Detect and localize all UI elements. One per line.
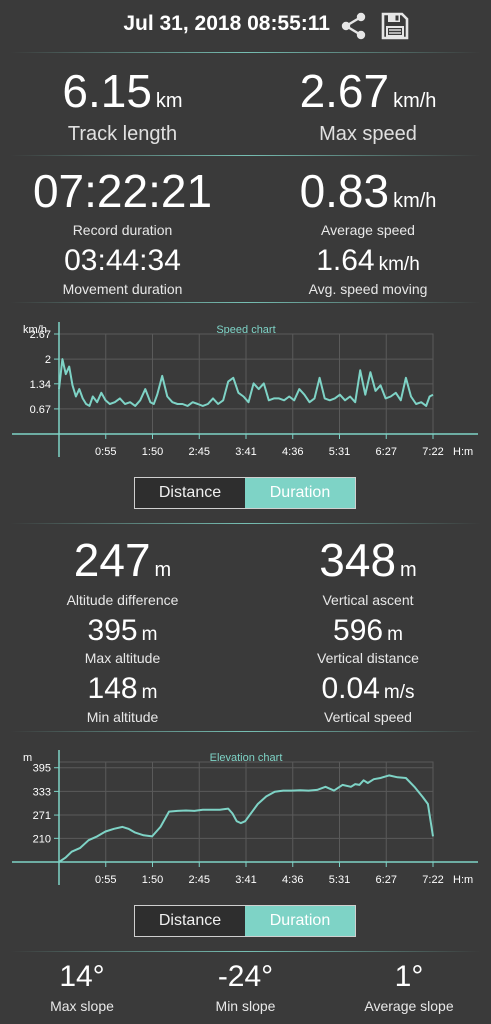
track-length-value: 6.15 km xyxy=(62,65,183,117)
chart-title: Speed chart xyxy=(216,324,275,336)
avg-speed-moving-label: Avg. speed moving xyxy=(308,281,428,297)
divider xyxy=(10,302,481,303)
record-duration-value: 07:22:21 xyxy=(32,165,213,217)
y-tick-label: 210 xyxy=(33,833,51,845)
y-tick-label: 395 xyxy=(33,763,51,775)
min-slope-value: -24° xyxy=(217,960,274,993)
vertical-ascent-value: 348 m xyxy=(319,534,417,586)
x-tick-label: 2:45 xyxy=(189,446,210,458)
y-tick-label: 271 xyxy=(33,810,51,822)
x-axis-label: H:m xyxy=(453,874,473,886)
vertical-distance-label: Vertical distance xyxy=(317,650,419,666)
y-tick-label: 2.67 xyxy=(30,329,51,341)
x-tick-label: 4:36 xyxy=(282,874,303,886)
save-icon[interactable] xyxy=(380,11,410,41)
record-duration-label: Record duration xyxy=(72,222,173,238)
x-tick-label: 6:27 xyxy=(376,874,397,886)
elevation-duration-button[interactable]: Duration xyxy=(245,906,355,936)
speed-chart-axis-toggle: Distance Duration xyxy=(134,477,356,509)
speed-chart[interactable]: Speed chart km/h 0:55 1:50 2:45 3:41 4:36 5:31 6… xyxy=(0,312,491,462)
average-speed-value: 0.83 km/h xyxy=(299,165,437,217)
share-icon[interactable] xyxy=(339,11,369,41)
movement-duration-label: Movement duration xyxy=(62,281,183,297)
x-tick-label: 2:45 xyxy=(189,874,210,886)
x-tick-label: 1:50 xyxy=(142,874,163,886)
y-axis-label: km/h xyxy=(23,324,47,336)
x-axis-label: H:m xyxy=(453,446,473,458)
divider xyxy=(10,52,481,53)
average-slope-value: 1° xyxy=(394,960,424,993)
speed-distance-button[interactable]: Distance xyxy=(135,478,245,508)
divider xyxy=(10,155,481,156)
elevation-chart-axis-toggle: Distance Duration xyxy=(134,905,356,937)
x-tick-label: 4:36 xyxy=(282,446,303,458)
vertical-distance-value: 596 m xyxy=(333,614,403,647)
x-tick-label: 3:41 xyxy=(235,874,256,886)
avg-speed-moving-value: 1.64 km/h xyxy=(316,244,420,277)
divider xyxy=(10,951,481,952)
y-tick-label: 2 xyxy=(45,354,51,366)
vertical-speed-label: Vertical speed xyxy=(324,709,412,725)
elevation-distance-button[interactable]: Distance xyxy=(135,906,245,936)
y-tick-label: 0.67 xyxy=(30,404,51,416)
altitude-difference-value: 247 m xyxy=(73,534,172,586)
x-tick-label: 7:22 xyxy=(422,874,443,886)
x-tick-label: 0:55 xyxy=(95,874,116,886)
max-altitude-value: 395 m xyxy=(87,614,158,647)
track-length-label: Track length xyxy=(67,123,178,145)
average-speed-label: Average speed xyxy=(321,222,415,238)
max-slope-label: Max slope xyxy=(50,998,114,1014)
series-line xyxy=(58,774,434,863)
min-altitude-label: Min altitude xyxy=(86,709,159,725)
x-tick-label: 6:27 xyxy=(376,446,397,458)
min-altitude-value: 148 m xyxy=(87,672,158,705)
max-speed-value: 2.67 km/h xyxy=(299,65,437,117)
speed-duration-button[interactable]: Duration xyxy=(245,478,355,508)
chart-title: Elevation chart xyxy=(210,752,283,764)
max-slope-value: 14° xyxy=(59,960,105,993)
max-altitude-label: Max altitude xyxy=(84,650,161,666)
x-tick-label: 1:50 xyxy=(142,446,163,458)
average-slope-label: Average slope xyxy=(364,998,454,1014)
x-tick-label: 5:31 xyxy=(329,446,350,458)
movement-duration-value: 03:44:34 xyxy=(64,244,181,277)
x-tick-label: 5:31 xyxy=(329,874,350,886)
recording-datetime: Jul 31, 2018 08:55:11 xyxy=(123,12,330,35)
y-axis-label: m xyxy=(23,752,32,764)
max-speed-label: Max speed xyxy=(319,123,417,145)
divider xyxy=(10,731,481,732)
y-tick-label: 1.34 xyxy=(30,379,51,391)
vertical-ascent-label: Vertical ascent xyxy=(322,592,414,608)
x-tick-label: 0:55 xyxy=(95,446,116,458)
min-slope-label: Min slope xyxy=(215,998,276,1014)
y-tick-label: 333 xyxy=(33,786,51,798)
series-line xyxy=(58,358,434,407)
divider xyxy=(10,523,481,524)
x-tick-label: 3:41 xyxy=(235,446,256,458)
altitude-difference-label: Altitude difference xyxy=(66,592,179,608)
elevation-chart[interactable]: Elevation chart m 0:55 1:50 2:45 3:41 4:36 5:31… xyxy=(0,740,491,890)
vertical-speed-value: 0.04 m/s xyxy=(321,672,415,705)
x-tick-label: 7:22 xyxy=(422,446,443,458)
